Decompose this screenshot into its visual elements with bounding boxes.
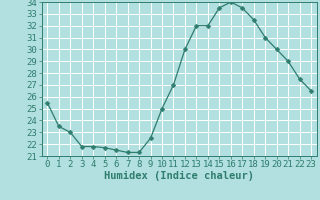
X-axis label: Humidex (Indice chaleur): Humidex (Indice chaleur) <box>104 171 254 181</box>
